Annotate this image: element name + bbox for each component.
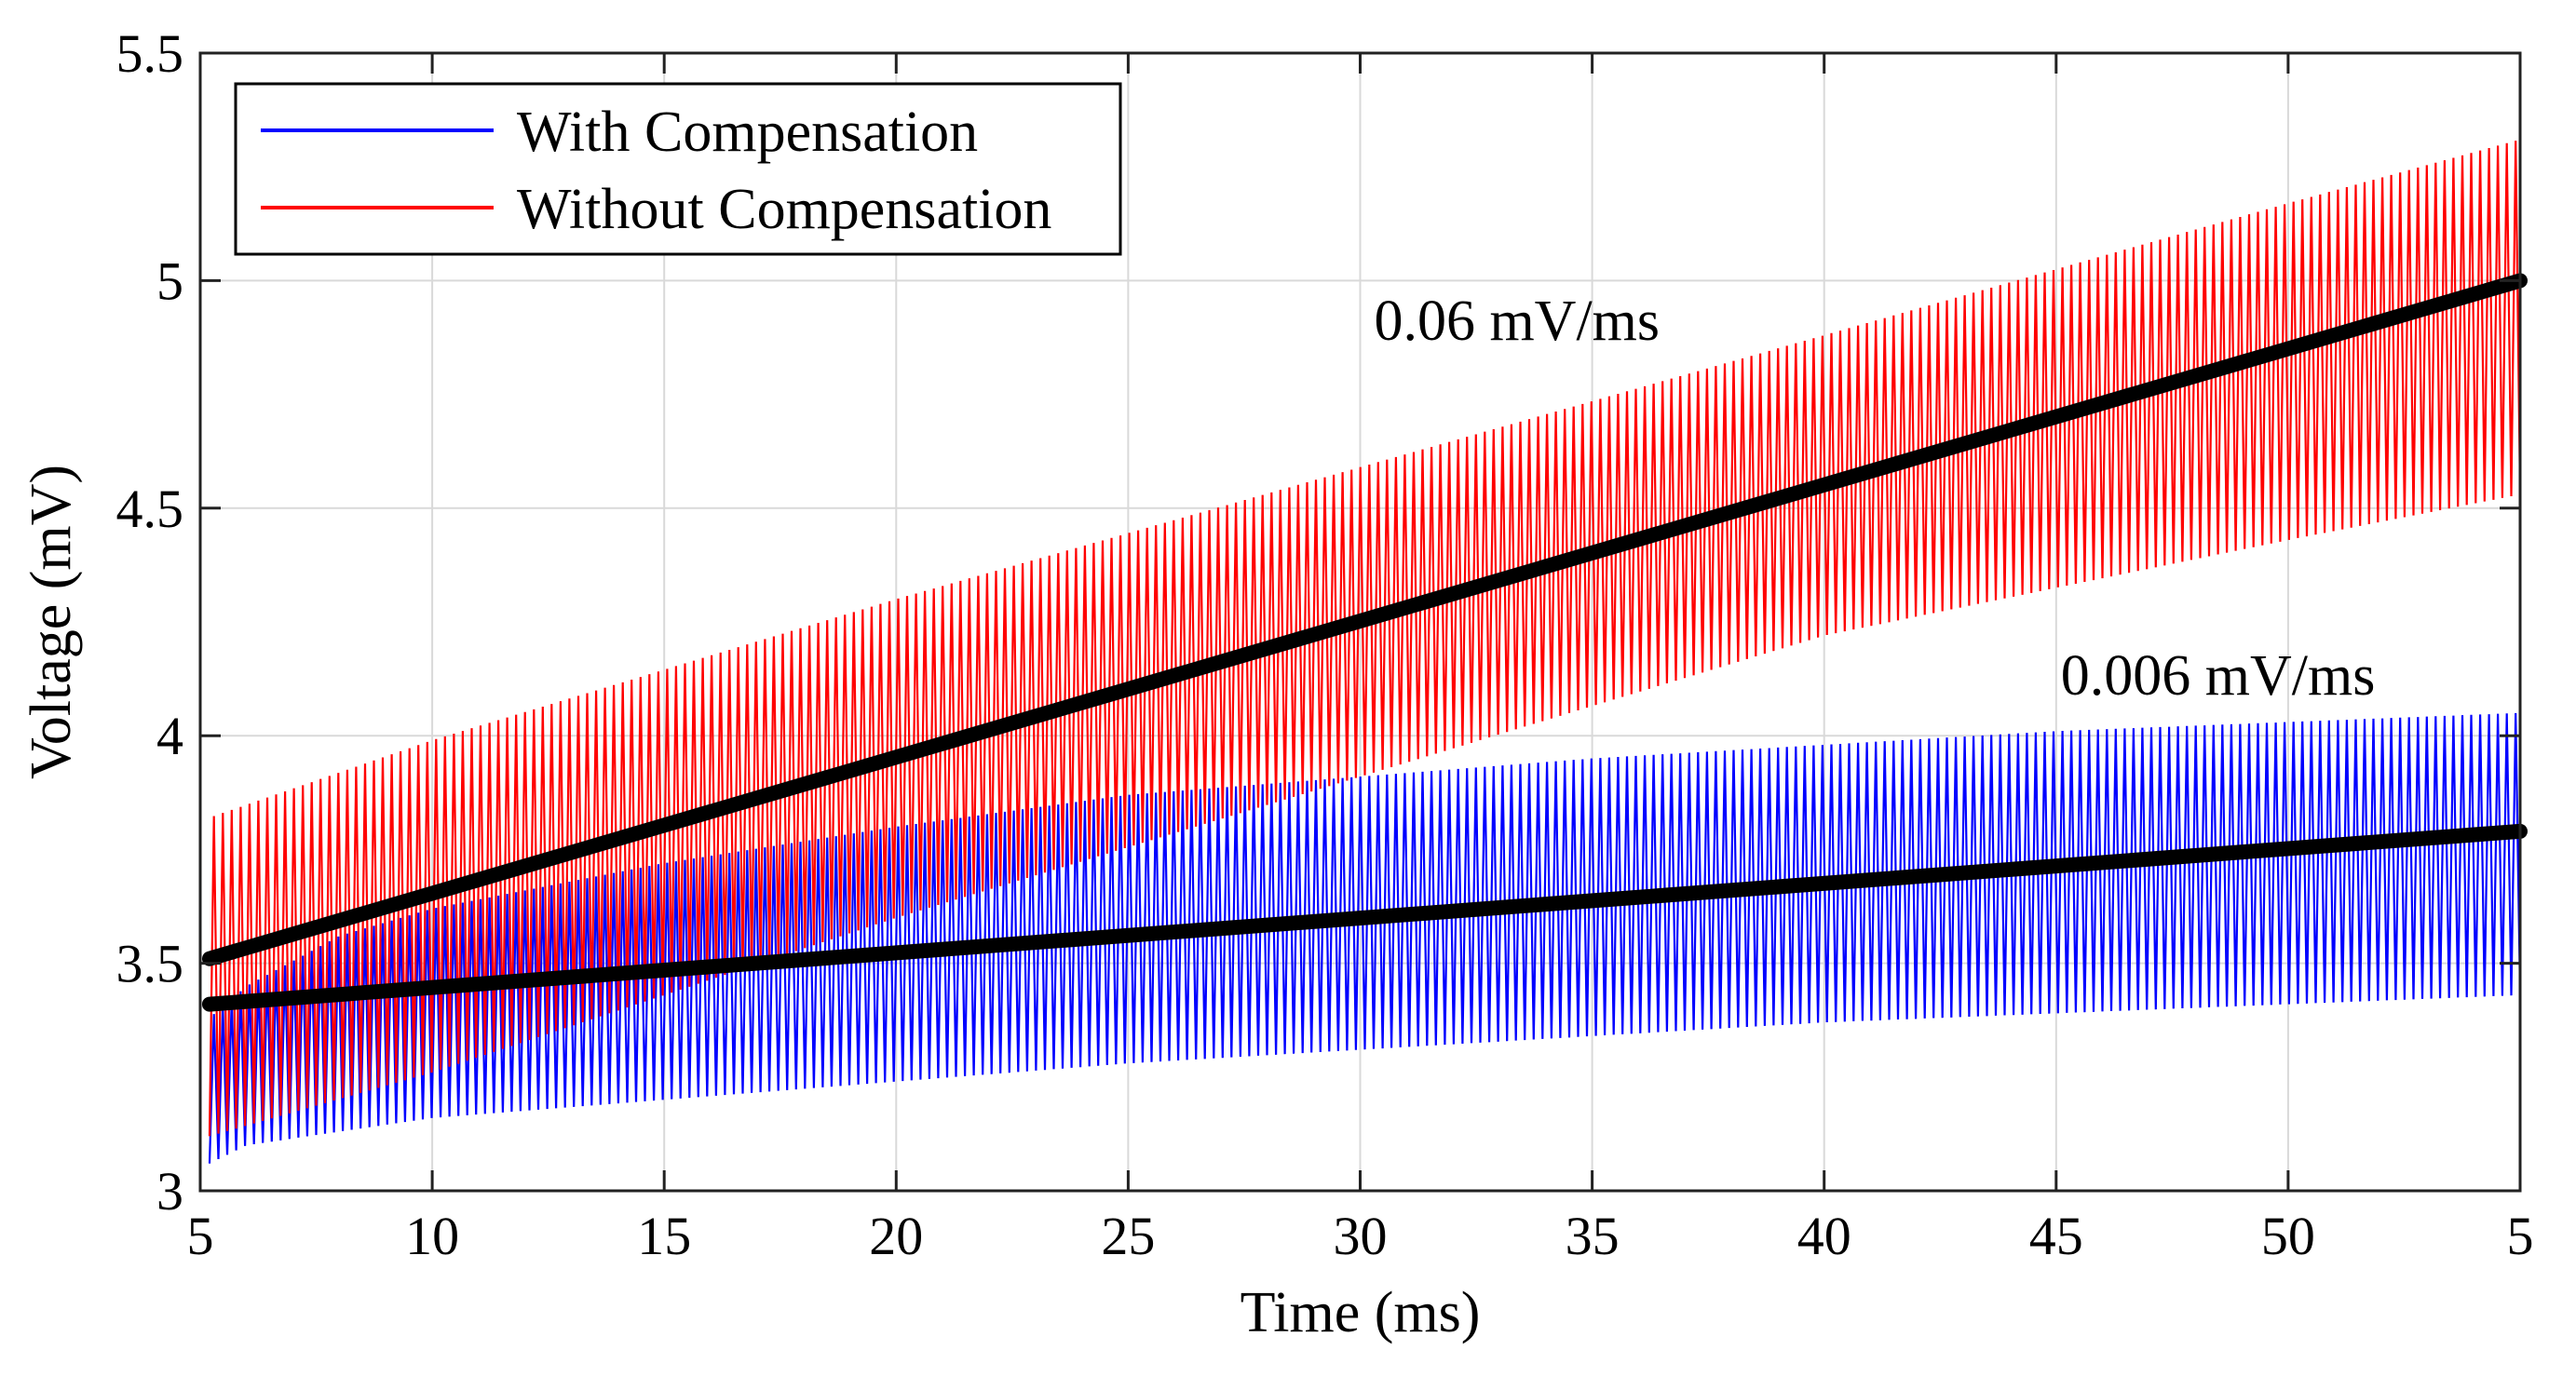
slope-annotation-without: 0.06 mV/ms xyxy=(1374,290,1660,353)
y-tick-label: 5 xyxy=(156,250,183,311)
y-tick-label: 4 xyxy=(156,706,183,766)
series-layer xyxy=(201,141,2528,1164)
x-tick-label: 5 xyxy=(2507,1206,2534,1266)
y-tick-label: 3.5 xyxy=(116,934,184,994)
x-tick-label: 5 xyxy=(187,1206,214,1266)
trend-without-line xyxy=(201,273,2528,966)
y-tick-label: 5.5 xyxy=(116,23,184,84)
legend: With Compensation Without Compensation xyxy=(234,82,1122,256)
x-tick-label: 40 xyxy=(1797,1206,1851,1266)
ticks: 5 10 15 20 25 30 35 40 45 50 533.544.555.5 xyxy=(116,23,2534,1266)
x-tick-label: 25 xyxy=(1101,1206,1155,1266)
series-with-compensation xyxy=(208,712,2522,1164)
x-tick-label: 30 xyxy=(1334,1206,1388,1266)
x-tick-label: 20 xyxy=(869,1206,923,1266)
x-tick-label: 15 xyxy=(637,1206,691,1266)
slope-annotation-with: 0.006 mV/ms xyxy=(2061,644,2376,708)
x-tick-label: 50 xyxy=(2261,1206,2315,1266)
x-tick-label: 10 xyxy=(405,1206,459,1266)
x-axis-label: Time (ms) xyxy=(1241,1281,1481,1344)
y-tick-label: 3 xyxy=(156,1161,183,1222)
y-tick-label: 4.5 xyxy=(116,479,184,539)
legend-label-with-compensation: With Compensation xyxy=(517,101,978,164)
series-without-compensation xyxy=(208,141,2522,1137)
legend-label-without-compensation: Without Compensation xyxy=(517,178,1051,241)
x-tick-label: 35 xyxy=(1566,1206,1620,1266)
legend-box xyxy=(234,82,1122,256)
y-axis-label: Voltage (mV) xyxy=(20,465,83,779)
trend-with-line xyxy=(201,823,2528,1012)
x-tick-label: 45 xyxy=(2029,1206,2083,1266)
